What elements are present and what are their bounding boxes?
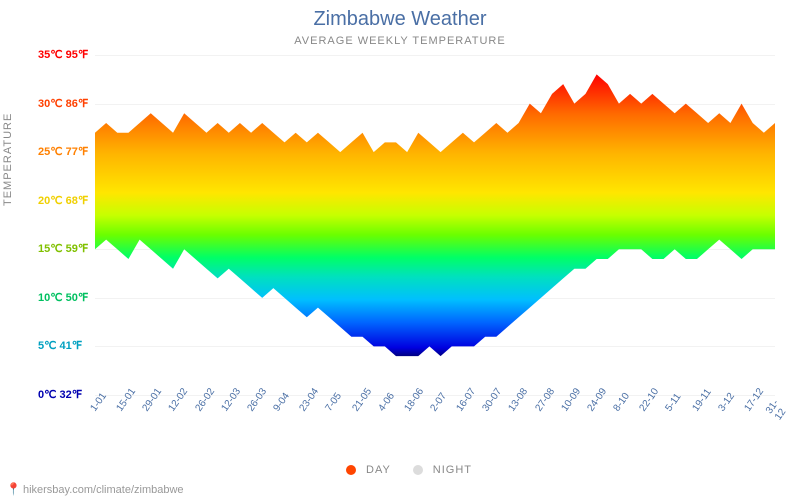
- y-tick-label: 10℃ 50℉: [38, 291, 88, 304]
- source-url: hikersbay.com/climate/zimbabwe: [23, 484, 184, 496]
- y-tick-label: 25℃ 77℉: [38, 145, 88, 158]
- chart-title: Zimbabwe Weather: [0, 0, 800, 31]
- source-attribution: 📍hikersbay.com/climate/zimbabwe: [6, 482, 184, 496]
- x-tick-label: 31-12: [764, 398, 790, 422]
- x-tick-label: 1-01: [88, 391, 108, 414]
- y-tick-label: 20℃ 68℉: [38, 194, 88, 207]
- map-pin-icon: 📍: [6, 482, 21, 496]
- y-axis-label: TEMPERATURE: [2, 113, 14, 206]
- weather-chart-container: { "title": "Zimbabwe Weather", "subtitle…: [0, 0, 800, 500]
- y-tick-label: 35℃ 95℉: [38, 48, 88, 61]
- legend-day-label: DAY: [366, 464, 391, 476]
- legend-night-label: NIGHT: [433, 464, 472, 476]
- legend: DAY NIGHT: [0, 464, 800, 476]
- y-tick-label: 5℃ 41℉: [38, 339, 82, 352]
- chart-subtitle: AVERAGE WEEKLY TEMPERATURE: [0, 35, 800, 47]
- chart-plot-area: 1-0115-0129-0112-0226-0212-0326-039-0423…: [95, 55, 775, 395]
- y-tick-label: 0℃ 32℉: [38, 388, 82, 401]
- y-tick-label: 30℃ 86℉: [38, 97, 88, 110]
- area-chart: [95, 55, 775, 395]
- legend-day-dot: [346, 465, 356, 475]
- y-tick-label: 15℃ 59℉: [38, 242, 88, 255]
- legend-night-dot: [413, 465, 423, 475]
